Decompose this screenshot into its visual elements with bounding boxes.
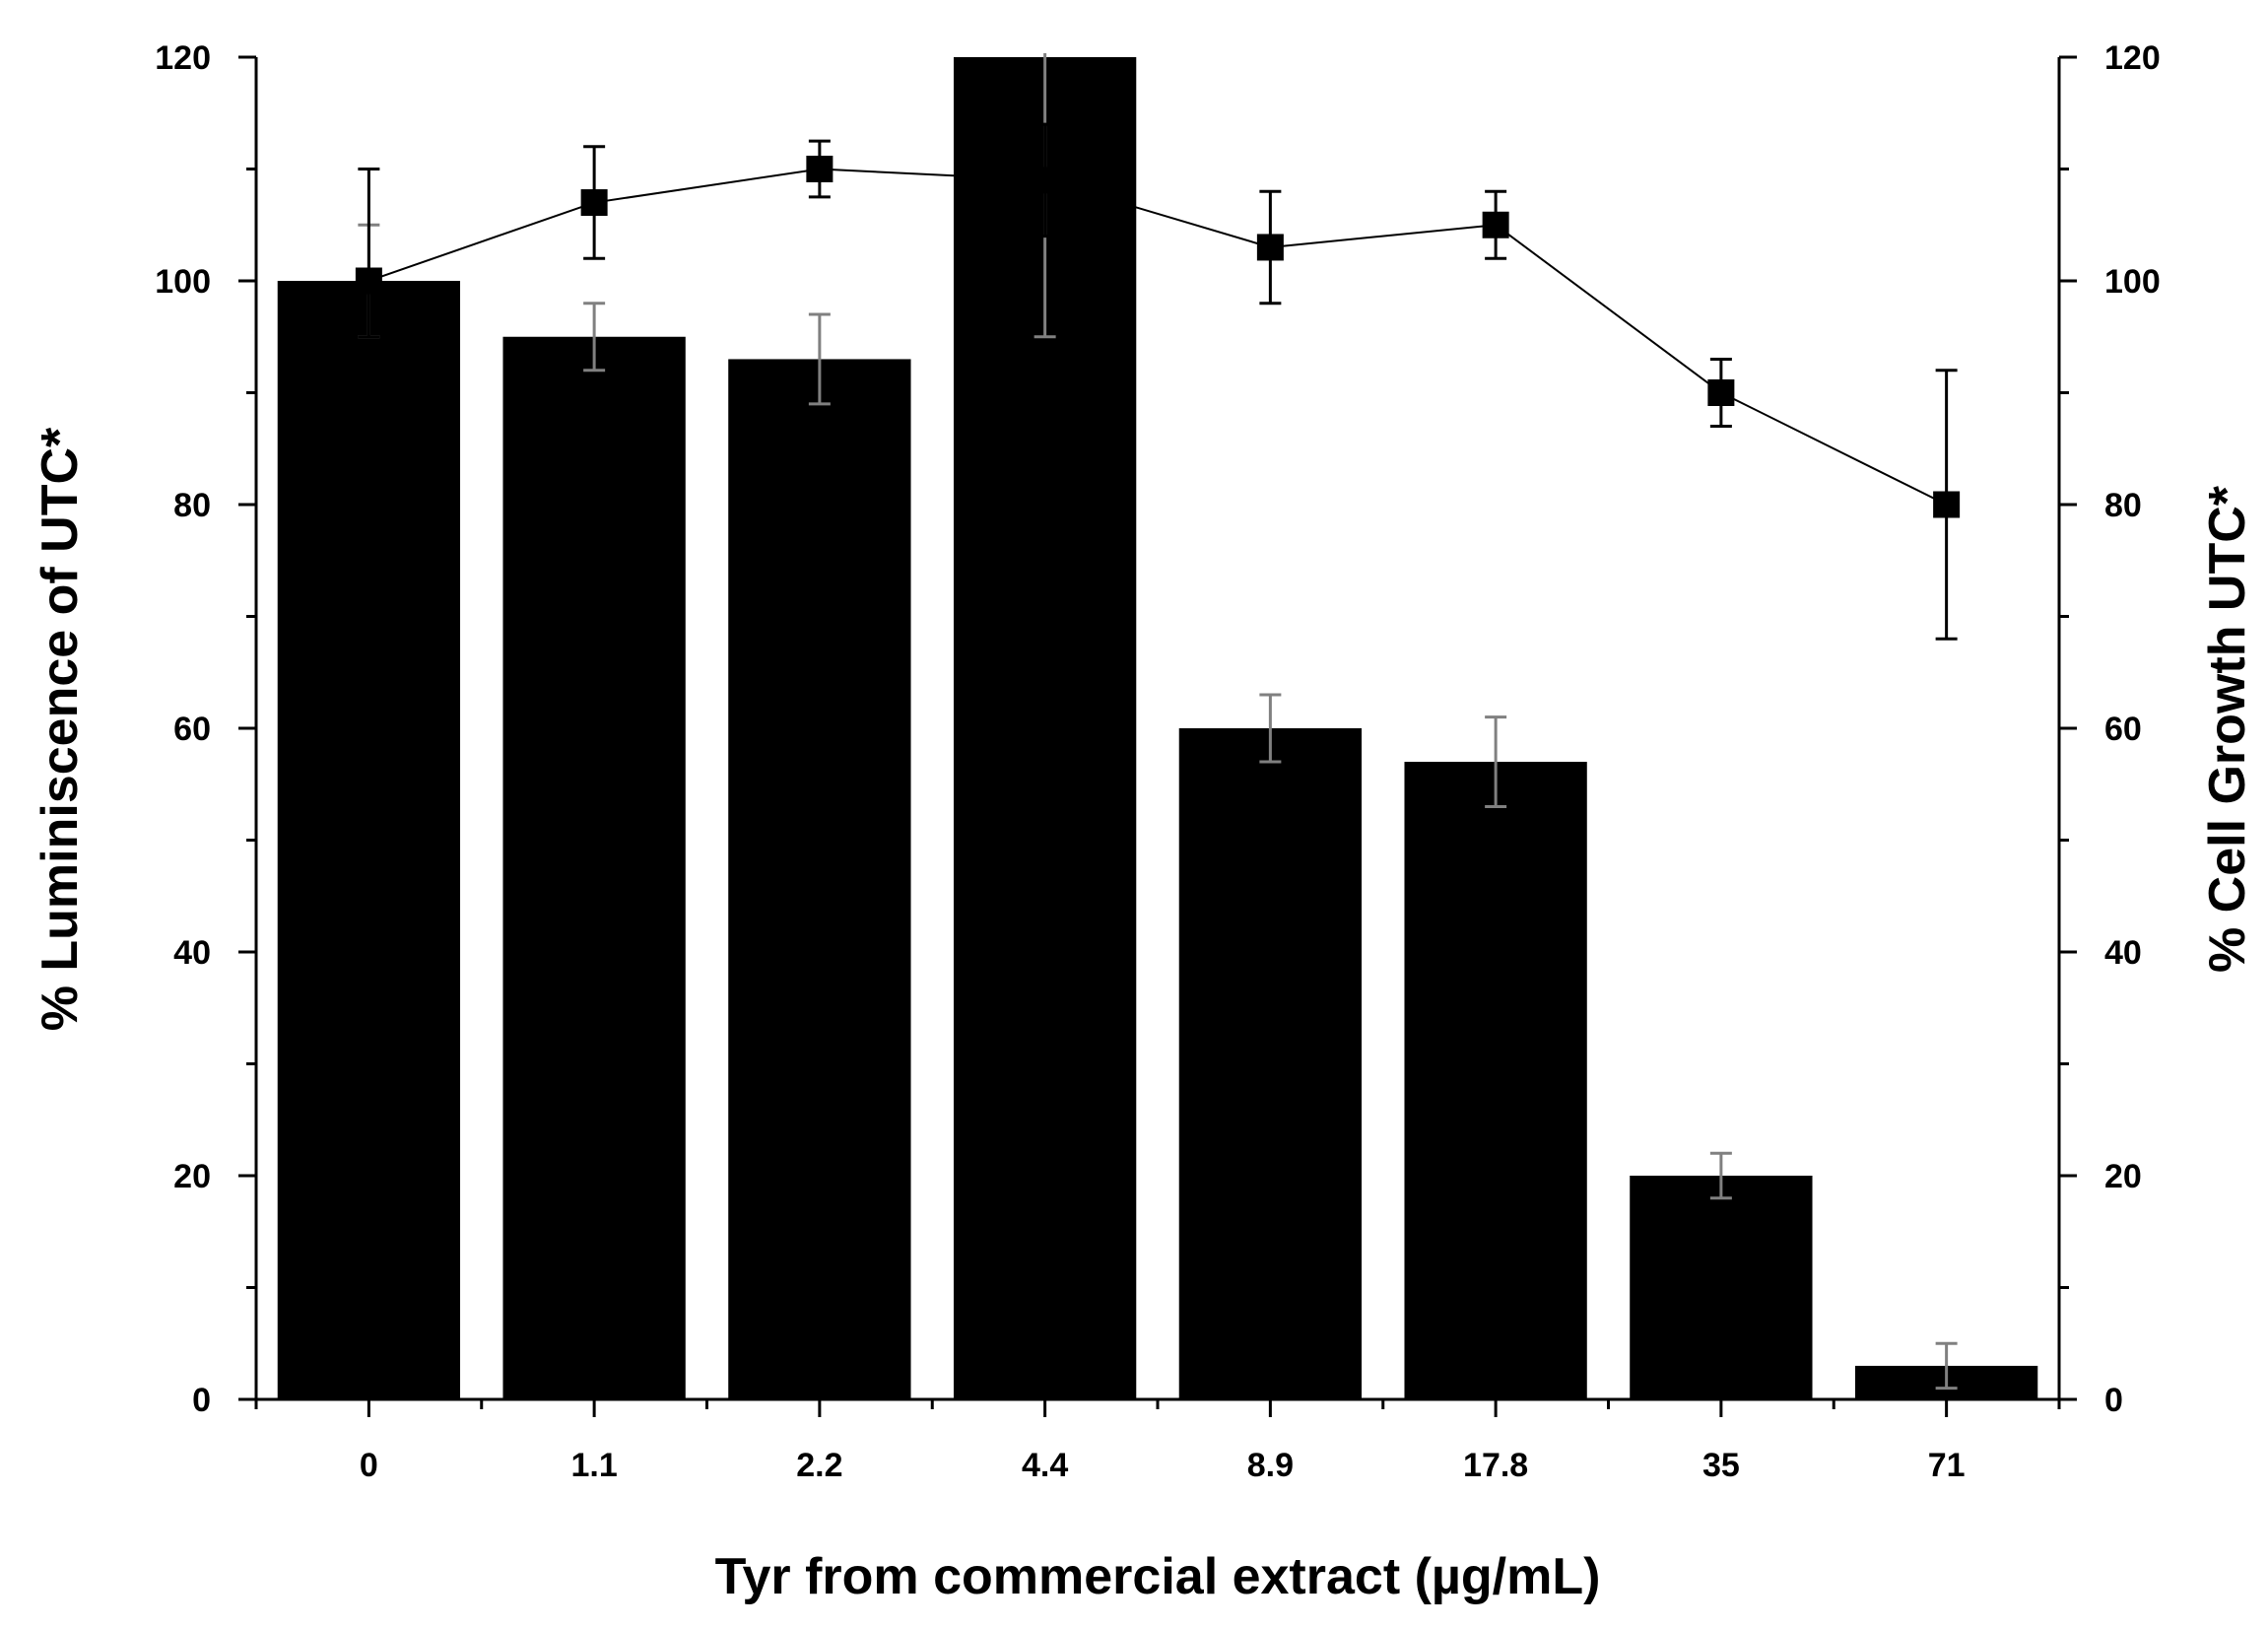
growth-marker-2.2: [806, 156, 834, 182]
x-tick-label-8.9: 8.9: [1247, 1447, 1294, 1484]
x-tick-label-1.1: 1.1: [570, 1447, 617, 1484]
bar-error-group: [358, 53, 1958, 1391]
x-tick-label-71: 71: [1928, 1447, 1966, 1484]
x-tick-label-2.2: 2.2: [796, 1447, 842, 1484]
growth-marker-0: [355, 267, 382, 295]
growth-marker-71: [1933, 491, 1961, 518]
y-tick-label: 100: [155, 263, 211, 301]
y2-tick-label: 120: [2104, 39, 2161, 77]
y2-tick-label: 60: [2104, 711, 2142, 748]
y2-tick-label: 0: [2104, 1382, 2123, 1419]
y-tick-label: 20: [173, 1158, 211, 1195]
growth-marker-35: [1707, 379, 1735, 406]
bar-group: [277, 57, 2038, 1399]
y2-tick-label: 80: [2104, 487, 2142, 524]
growth-line: [368, 168, 1948, 506]
x-axis-title: Tyr from commercial extract (µg/mL): [715, 1548, 1601, 1605]
bar-error-17.8: [1485, 715, 1507, 808]
tick-label-group: 0 20 40 60 80 100 120 0 20 40 60 80 100 120 0 1.1 2.2 4.4…: [155, 39, 2160, 1484]
y2-axis-title: % Cell Growth UTC*: [2199, 485, 2256, 973]
y-tick-label: 40: [173, 934, 211, 972]
bar-2.2: [728, 359, 911, 1399]
growth-marker-4.4: [1032, 167, 1059, 194]
bar-0: [277, 281, 461, 1399]
y-tick-label: 0: [192, 1382, 211, 1419]
growth-marker-8.9: [1256, 234, 1284, 261]
bar-35: [1630, 1176, 1813, 1399]
bar-error-8.9: [1259, 693, 1282, 764]
growth-marker-17.8: [1482, 211, 1509, 238]
y-axis-title: % Luminiscence of UTC*: [32, 427, 89, 1031]
bar-error-35: [1709, 1151, 1732, 1200]
y2-tick-label: 100: [2104, 263, 2161, 301]
x-tick-label-4.4: 4.4: [1022, 1447, 1068, 1484]
axes-group: [238, 55, 2077, 1417]
bar-error-2.2: [808, 312, 831, 406]
bar-17.8: [1404, 762, 1587, 1399]
bar-1.1: [502, 336, 686, 1399]
bar-error-1.1: [583, 302, 606, 373]
bar-8.9: [1178, 728, 1363, 1399]
y2-tick-label: 20: [2104, 1158, 2142, 1195]
y-tick-label: 80: [173, 487, 211, 524]
y2-tick-label: 40: [2104, 934, 2142, 972]
bar-error-71: [1935, 1341, 1958, 1391]
x-tick-label-0: 0: [360, 1447, 378, 1484]
y-tick-label: 60: [173, 711, 211, 748]
line-series-group: [355, 122, 1961, 641]
x-tick-label-35: 35: [1702, 1447, 1740, 1484]
growth-error-0: [358, 168, 380, 339]
x-tick-label-17.8: 17.8: [1463, 1447, 1528, 1484]
y-tick-label: 120: [155, 39, 211, 77]
growth-marker-1.1: [580, 189, 608, 217]
